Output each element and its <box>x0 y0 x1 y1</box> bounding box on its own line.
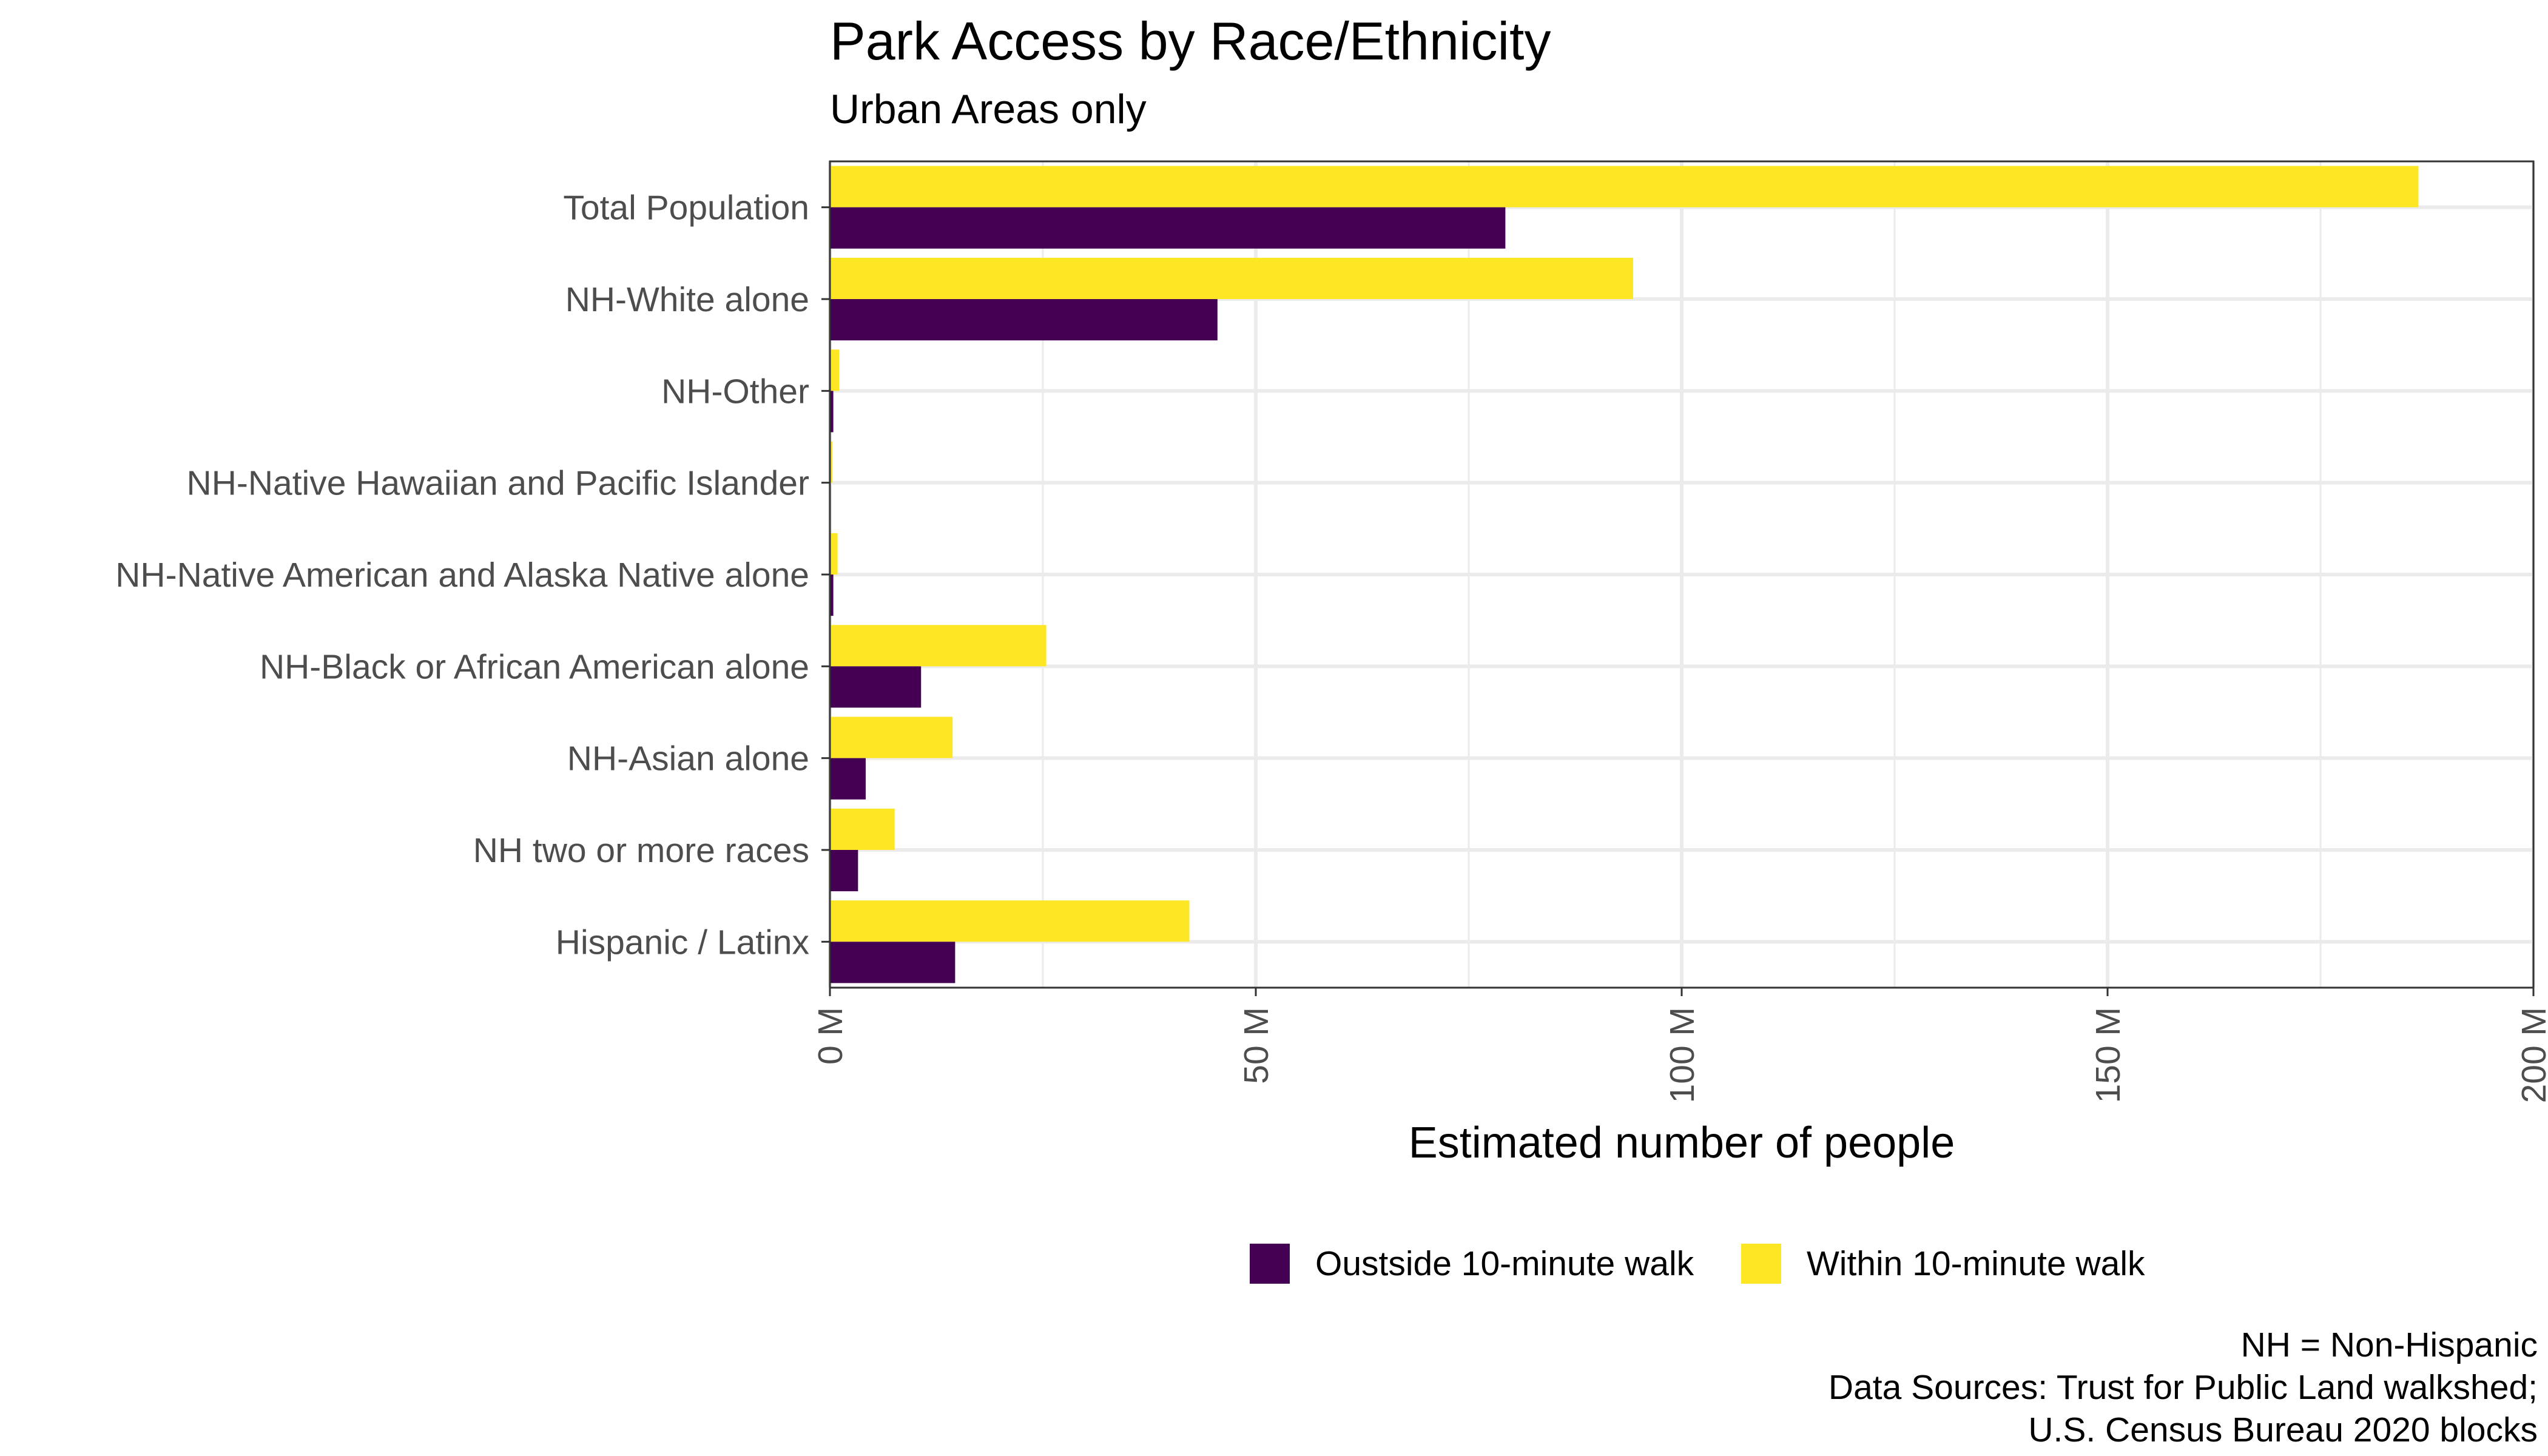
y-tick-label: Hispanic / Latinx <box>556 923 809 962</box>
bar-within-10-minute-walk <box>830 625 1046 667</box>
caption-line-3: U.S. Census Bureau 2020 blocks <box>2028 1410 2538 1449</box>
y-tick-label: NH two or more races <box>473 831 809 870</box>
legend-key-within <box>1741 1244 1781 1284</box>
bar-outside-10-minute-walk <box>830 391 834 433</box>
bar-outside-10-minute-walk <box>830 299 1218 341</box>
legend: Oustside 10-minute walk Within 10-minute… <box>1250 1244 2145 1284</box>
y-tick-label: NH-Other <box>661 372 809 411</box>
x-axis: 0 M 50 M 100 M 150 M 200 M <box>811 988 2548 1103</box>
x-axis-title: Estimated number of people <box>1409 1119 1955 1167</box>
chart-subtitle: Urban Areas only <box>830 86 1147 132</box>
chart-title: Park Access by Race/Ethnicity <box>830 11 1551 71</box>
bar-outside-10-minute-walk <box>830 942 956 983</box>
legend-label-within: Within 10-minute walk <box>1807 1244 2145 1283</box>
y-axis: Total Population NH-White alone NH-Other NH… <box>115 189 830 962</box>
bar-within-10-minute-walk <box>830 166 2419 207</box>
legend-key-outside <box>1250 1244 1290 1284</box>
x-tick-label: 150 M <box>2089 1007 2128 1103</box>
x-tick-label: 200 M <box>2515 1007 2548 1103</box>
bar-outside-10-minute-walk <box>830 207 1506 249</box>
bar-within-10-minute-walk <box>830 533 838 575</box>
caption-line-2: Data Sources: Trust for Public Land walk… <box>1828 1368 2538 1407</box>
x-tick-label: 50 M <box>1237 1007 1276 1084</box>
bar-within-10-minute-walk <box>830 441 833 483</box>
bar-outside-10-minute-walk <box>830 575 834 616</box>
caption-line-1: NH = Non-Hispanic <box>2241 1326 2538 1364</box>
x-tick-label: 0 M <box>811 1007 850 1065</box>
y-tick-label: NH-Black or African American alone <box>260 647 809 686</box>
bar-within-10-minute-walk <box>830 716 953 758</box>
bar-outside-10-minute-walk <box>830 666 922 708</box>
y-tick-label: Total Population <box>563 189 809 228</box>
plot-area <box>828 160 2535 989</box>
bar-within-10-minute-walk <box>830 808 895 850</box>
bar-outside-10-minute-walk <box>830 758 866 800</box>
bar-outside-10-minute-walk <box>830 850 858 892</box>
x-tick-label: 100 M <box>1663 1007 1702 1103</box>
y-tick-label: NH-Asian alone <box>567 740 809 778</box>
caption: NH = Non-Hispanic Data Sources: Trust fo… <box>1828 1326 2538 1449</box>
y-tick-label: NH-Native Hawaiian and Pacific Islander <box>187 464 809 503</box>
bar-within-10-minute-walk <box>830 257 1633 299</box>
legend-label-outside: Oustside 10-minute walk <box>1315 1244 1694 1283</box>
bar-within-10-minute-walk <box>830 349 840 391</box>
y-tick-label: NH-Native American and Alaska Native alo… <box>115 556 809 595</box>
y-tick-label: NH-White alone <box>565 280 809 319</box>
bars <box>830 166 2419 983</box>
bar-within-10-minute-walk <box>830 900 1190 942</box>
